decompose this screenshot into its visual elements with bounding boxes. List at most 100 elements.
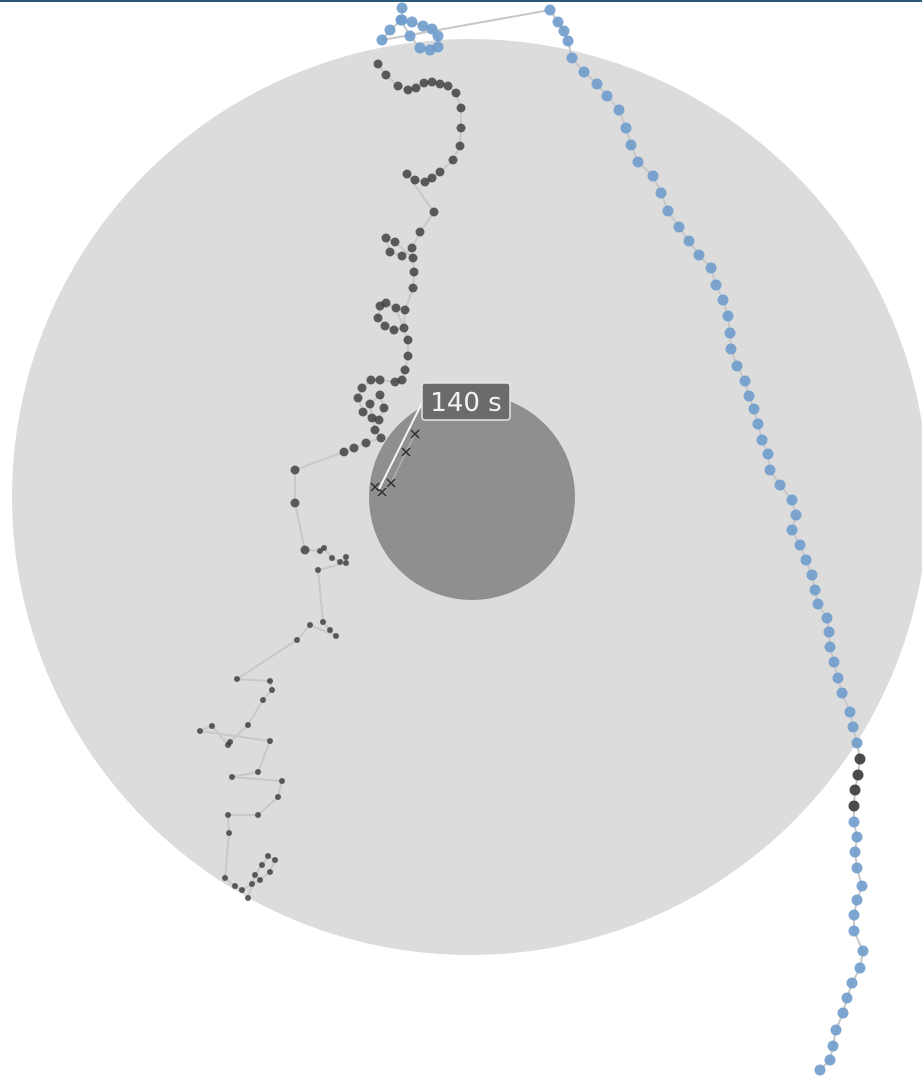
blue-track-point (591, 78, 603, 90)
dark-track-point (370, 425, 380, 435)
dark-track-point (373, 59, 383, 69)
dark-track-point (300, 545, 310, 555)
blue-track-point (823, 626, 835, 638)
dark-track-point (397, 375, 407, 385)
blue-track-point (836, 687, 848, 699)
dark-track-point (315, 567, 321, 573)
blue-track-point (662, 205, 674, 217)
x-marker-icon (370, 482, 380, 492)
blue-track-point (647, 170, 659, 182)
dark-track-point (373, 313, 383, 323)
blue-track-point (854, 962, 866, 974)
dark-track-point (307, 622, 313, 628)
blue-track-point (562, 35, 574, 47)
dark-track-point (409, 267, 419, 277)
blue-track-point (800, 554, 812, 566)
dark-track-point (226, 830, 232, 836)
blue-track-point (756, 434, 768, 446)
dark-track-point (267, 738, 273, 744)
blue-track-point (794, 539, 806, 551)
blue-track-point (762, 448, 774, 460)
blue-track-point (830, 1024, 842, 1036)
blue-track (376, 2, 869, 1076)
dark-track-point (279, 778, 285, 784)
dark-track-point (365, 399, 375, 409)
current-position-markers (370, 429, 420, 497)
x-marker-icon (410, 429, 420, 439)
blue-track-point (613, 104, 625, 116)
blue-track-point (837, 1007, 849, 1019)
dark-track-point (265, 853, 271, 859)
dark-track-point (456, 103, 466, 113)
dark-track-point (259, 862, 265, 868)
blue-track-point (847, 721, 859, 733)
dark-track-point (410, 175, 420, 185)
blue-track-point (717, 294, 729, 306)
blue-track-point (748, 403, 760, 415)
dark-track-point (443, 81, 453, 91)
blue-track-point (857, 945, 869, 957)
dark-track-point (419, 78, 429, 88)
blue-track-point (824, 1054, 836, 1066)
blue-track-point (739, 375, 751, 387)
dark-track-point (294, 637, 300, 643)
blue-track-point (856, 880, 868, 892)
label-pointer-line (378, 402, 423, 490)
blue-track-point (396, 2, 408, 14)
blue-track-point (693, 249, 705, 261)
blue-track-point (848, 816, 860, 828)
dark-track-point (455, 141, 465, 151)
blue-track-point (827, 1040, 839, 1052)
dark-track-point (225, 812, 231, 818)
blue-track-point (790, 509, 802, 521)
dark-track-point (390, 237, 400, 247)
dark-track-point (399, 323, 409, 333)
blue-track-point (743, 390, 755, 402)
blue-track-point (655, 187, 667, 199)
dark-track-point (290, 498, 300, 508)
blue-track-point (849, 784, 861, 796)
dark-track-point (435, 79, 445, 89)
blue-track-point (852, 769, 864, 781)
blue-track-point (809, 584, 821, 596)
dark-track-point (381, 298, 391, 308)
blue-track-point (786, 524, 798, 536)
dark-track-point (408, 253, 418, 263)
dark-track-point (390, 377, 400, 387)
dark-track-point (379, 403, 389, 413)
blue-track-point (731, 360, 743, 372)
dark-track-point (429, 207, 439, 217)
dark-track (196, 59, 466, 901)
blue-track-point (395, 14, 407, 26)
dark-track-point (337, 559, 343, 565)
blue-track-point (849, 846, 861, 858)
blue-track-point (724, 327, 736, 339)
blue-track-point (848, 909, 860, 921)
dark-track-point (255, 812, 261, 818)
dark-track-point (327, 627, 333, 633)
dark-track-point (255, 769, 261, 775)
dark-track-point (361, 438, 371, 448)
blue-track-point (432, 30, 444, 42)
blue-track-point (725, 343, 737, 355)
dark-track-point (257, 877, 263, 883)
dark-track-point (367, 413, 377, 423)
dark-track-point (393, 81, 403, 91)
dark-track-point (232, 883, 238, 889)
blue-track-point (806, 569, 818, 581)
dark-track-point (245, 722, 251, 728)
dark-track-point (403, 85, 413, 95)
blue-track-point (844, 706, 856, 718)
blue-track-point (848, 925, 860, 937)
dark-track-point (451, 88, 461, 98)
dark-track-point (222, 875, 228, 881)
dark-track-point (407, 243, 417, 253)
dark-track-point (245, 895, 251, 901)
blue-track-point (851, 894, 863, 906)
dark-track-point (252, 872, 258, 878)
dark-track-point (375, 375, 385, 385)
dark-track-point (343, 560, 349, 566)
dark-track-point (209, 723, 215, 729)
